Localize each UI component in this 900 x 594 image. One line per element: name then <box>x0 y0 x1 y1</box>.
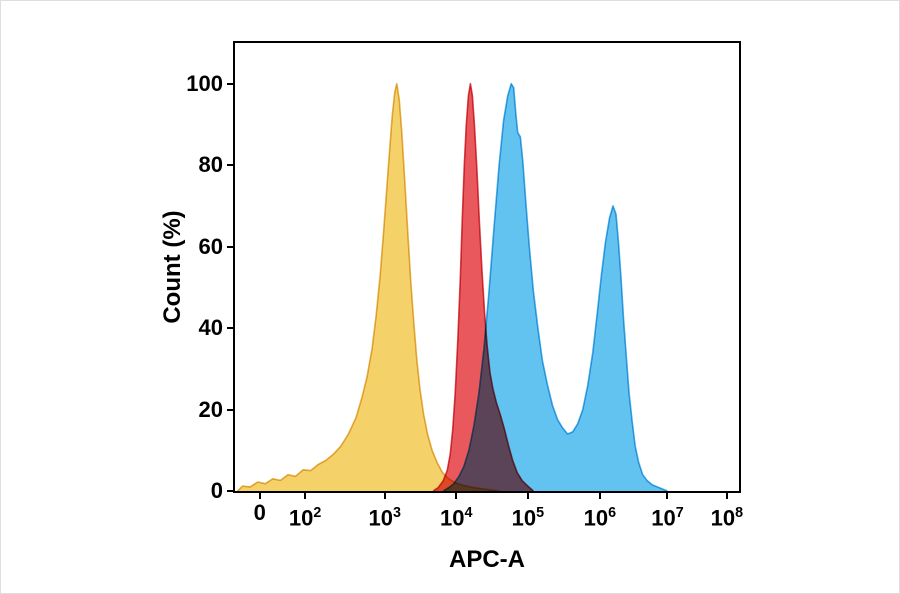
y-tick-label: 100 <box>186 70 223 96</box>
x-tick-mark <box>725 493 728 499</box>
y-tick-mark <box>227 327 233 330</box>
y-tick-mark <box>227 82 233 85</box>
x-tick-label: 104 <box>440 505 473 531</box>
x-tick-label: 0 <box>253 500 266 525</box>
y-tick-label: 80 <box>198 152 223 178</box>
yellow-histogram-area <box>237 83 500 491</box>
x-tick-mark <box>258 493 261 499</box>
x-tick-label: 105 <box>511 505 545 531</box>
x-tick-mark <box>455 493 458 499</box>
y-tick-mark <box>227 490 233 492</box>
yellow-histogram-outline <box>236 82 500 491</box>
x-tick-label: 103 <box>368 505 401 531</box>
x-tick-mark <box>666 493 669 499</box>
y-tick-mark <box>227 408 233 411</box>
x-tick-mark <box>598 493 601 499</box>
x-tick-mark <box>526 493 529 499</box>
x-tick-label: 106 <box>583 505 617 531</box>
y-tick-label: 20 <box>198 396 223 422</box>
plot-area <box>233 41 741 493</box>
x-tick-label: 107 <box>651 505 684 531</box>
histogram-series-svg <box>236 82 668 491</box>
x-axis-title: APC-A <box>449 546 525 573</box>
x-tick-label: 108 <box>710 505 744 531</box>
y-tick-label: 0 <box>210 478 223 503</box>
blue-histogram-outline <box>442 82 668 491</box>
red-histogram-area <box>433 83 534 491</box>
blue-histogram-area <box>443 83 668 491</box>
y-axis-title: Count (%) <box>159 210 186 324</box>
x-tick-mark <box>304 493 307 499</box>
y-tick-label: 60 <box>198 233 223 259</box>
y-tick-label: 40 <box>198 315 223 341</box>
x-tick-mark <box>383 493 386 499</box>
y-tick-mark <box>227 164 233 167</box>
x-tick-label: 102 <box>288 505 322 531</box>
y-tick-mark <box>227 245 233 248</box>
